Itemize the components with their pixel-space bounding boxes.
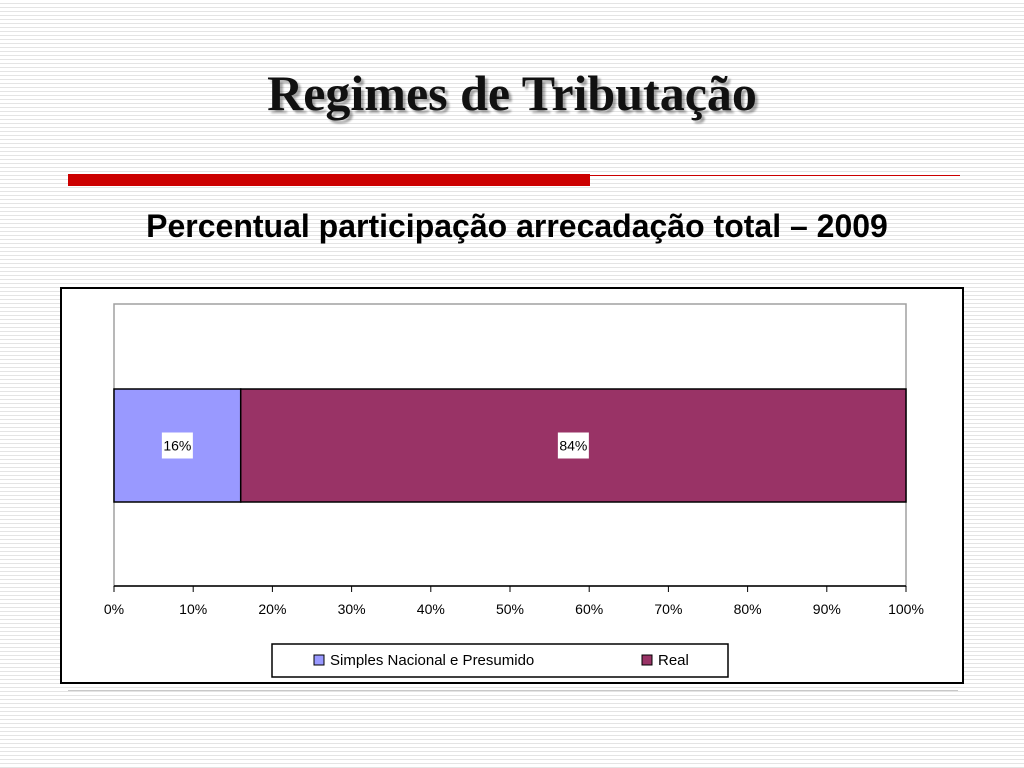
data-label-box-2 [557,432,589,459]
x-tick-label: 10% [179,601,207,617]
bottom-divider [68,690,958,691]
legend-label-2: Real [658,652,689,669]
x-tick-label: 20% [258,601,286,617]
x-tick-label: 40% [417,601,445,617]
x-tick-label: 50% [496,601,524,617]
data-label-1: 16% [163,438,191,454]
x-tick-label: 80% [734,601,762,617]
legend-swatch-2 [641,654,653,666]
legend-swatch-1 [313,654,325,666]
x-tick-label: 90% [813,601,841,617]
legend-label-1: Simples Nacional e Presumido [330,652,534,669]
x-tick-label: 100% [888,601,924,617]
chart-frame: 16% 84% 0% 10% 20% 30% 40% 50% 60% 70% 80% 90% 100% S… [60,287,964,684]
x-tick-label: 30% [338,601,366,617]
data-label-2: 84% [559,438,587,454]
stacked-bar-chart: 16% 84% 0% 10% 20% 30% 40% 50% 60% 70% 80% 90% 100% S… [104,303,924,678]
title-underline-thick [68,174,590,186]
x-tick-label: 0% [104,601,124,617]
chart-subtitle: Percentual participação arrecadação tota… [146,208,888,244]
x-tick-label: 60% [575,601,603,617]
data-label-box-1 [161,432,193,459]
slide-title: Regimes de Tributação [267,65,757,121]
x-tick-label: 70% [654,601,682,617]
title-underline-thin [590,175,960,176]
